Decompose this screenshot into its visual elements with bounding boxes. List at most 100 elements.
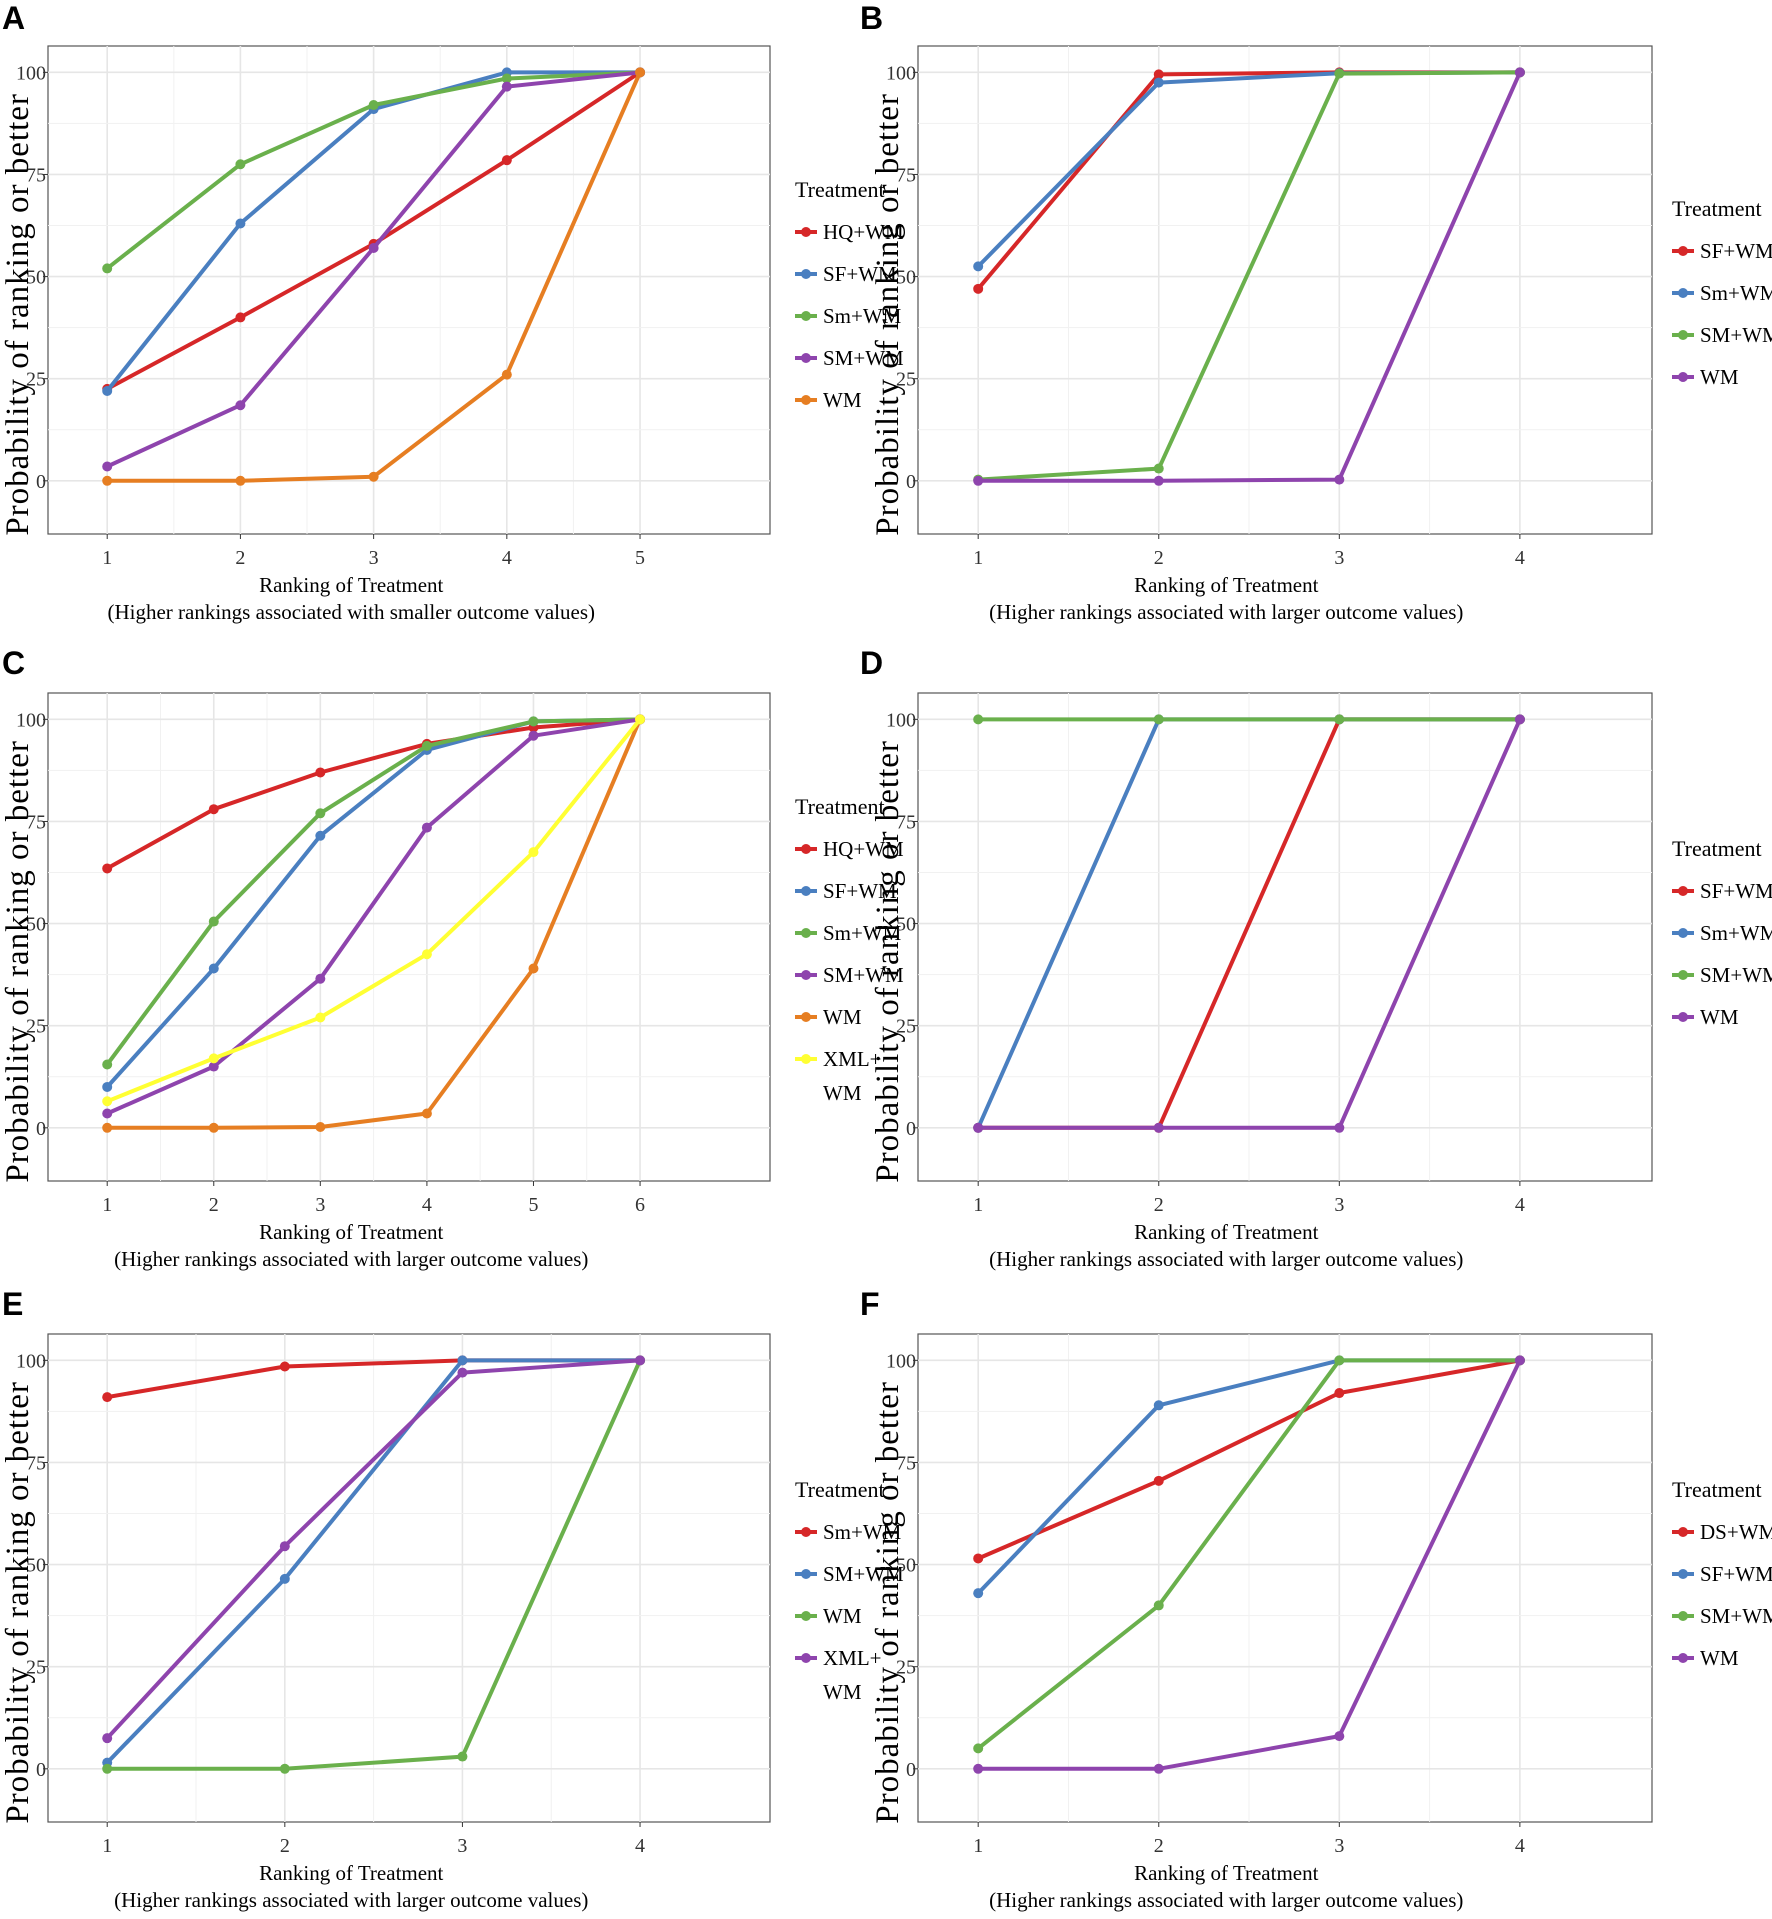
x-tick-label: 3	[1334, 547, 1344, 569]
x-tick-label: 1	[102, 547, 112, 569]
data-point	[235, 218, 246, 229]
data-point	[102, 461, 113, 472]
data-point	[973, 261, 984, 272]
x-tick-label: 3	[1334, 1194, 1344, 1216]
legend-label: Sm+WM	[823, 921, 902, 945]
series-xml-wm	[102, 1355, 646, 1744]
y-tick-label: 75	[896, 164, 916, 186]
data-point	[102, 1763, 113, 1774]
panel-c: C 0 25 50 75 100 1 2 3 4 5 6 Ranking of Treatment (Hi…	[0, 645, 904, 1271]
x-tick-label: 3	[315, 1194, 325, 1216]
data-point	[1334, 1355, 1345, 1366]
panel-letter: C	[2, 645, 25, 681]
legend-key-point	[801, 970, 811, 980]
legend-title: Treatment	[1672, 196, 1762, 221]
legend-label: Sm+WM	[823, 304, 902, 328]
data-point	[457, 1367, 468, 1378]
plot-frame	[917, 692, 1653, 1182]
y-axis-title: Probability of ranking or better	[870, 1381, 906, 1824]
legend: Treatment SF+WM Sm+WM SM+WM WM	[1672, 196, 1772, 389]
legend-label: HQ+WM	[823, 837, 904, 861]
series-xml-wm	[102, 714, 646, 1107]
series-line	[105, 717, 642, 1067]
series-line	[105, 1358, 642, 1771]
y-tick-label: 50	[26, 914, 46, 936]
data-point	[457, 1751, 468, 1762]
legend-label: SM+WM	[1700, 963, 1772, 987]
legend-label: WM	[823, 1005, 862, 1029]
panel-f: F 0 25 50 75 100 1 2 3 4 Ranking of Treatment (High…	[860, 1286, 1772, 1912]
data-point	[315, 808, 326, 819]
y-tick-label: 0	[36, 471, 46, 493]
series-line	[976, 1358, 1522, 1561]
data-point	[973, 1763, 984, 1774]
x-tick-label: 5	[635, 547, 645, 569]
y-tick-label: 50	[896, 1555, 916, 1577]
series-line	[976, 70, 1522, 483]
y-tick-label: 25	[896, 1657, 916, 1679]
legend: Treatment DS+WM SF+WM SM+WM WM	[1672, 1477, 1772, 1670]
data-point	[279, 1541, 290, 1552]
legend-key-point	[1678, 970, 1688, 980]
plot-frame	[47, 45, 771, 535]
data-point	[315, 1121, 326, 1132]
legend-key-point	[801, 395, 811, 405]
legend-label: SM+WM	[823, 963, 904, 987]
y-tick-label: 50	[896, 914, 916, 936]
data-point	[235, 159, 246, 170]
data-point	[1153, 1475, 1164, 1486]
data-point	[368, 100, 379, 111]
data-point	[208, 916, 219, 927]
data-point	[208, 804, 219, 815]
legend-label: DS+WM	[1700, 1520, 1772, 1544]
x-axis-subtitle: (Higher rankings associated with larger …	[989, 600, 1463, 624]
data-point	[1153, 1600, 1164, 1611]
data-point	[421, 740, 432, 751]
data-point	[1153, 463, 1164, 474]
x-axis-subtitle: (Higher rankings associated with larger …	[114, 1247, 588, 1271]
x-tick-label: 3	[457, 1835, 467, 1857]
legend-label: SF+WM	[823, 879, 897, 903]
legend-label: Sm+WM	[823, 1520, 902, 1544]
y-axis-title: Probability of ranking or better	[0, 1381, 36, 1824]
data-point	[973, 1743, 984, 1754]
x-axis-title: Ranking of Treatment	[259, 1861, 443, 1885]
data-point	[279, 1573, 290, 1584]
data-point	[421, 1108, 432, 1119]
data-point	[235, 312, 246, 323]
y-tick-label: 25	[896, 369, 916, 391]
plot-frame	[917, 1333, 1653, 1823]
legend-key-point	[801, 311, 811, 321]
y-tick-label: 100	[16, 1350, 46, 1372]
legend: Treatment Sm+WM SM+WM WM XML+ WM	[795, 1477, 904, 1704]
y-tick-label: 0	[906, 1759, 916, 1781]
x-tick-label: 4	[1515, 547, 1525, 569]
data-point	[208, 963, 219, 974]
plot-frame	[917, 45, 1653, 535]
x-axis-title: Ranking of Treatment	[259, 573, 443, 597]
x-tick-label: 2	[1154, 547, 1164, 569]
series-line	[105, 1358, 642, 1765]
x-tick-label: 1	[102, 1194, 112, 1216]
series-line	[105, 717, 642, 1130]
data-point	[102, 1392, 113, 1403]
legend-key-point	[1678, 1611, 1688, 1621]
data-point	[102, 863, 113, 874]
data-point	[421, 949, 432, 960]
legend-title: Treatment	[1672, 836, 1762, 861]
legend-label: SM+WM	[1700, 323, 1772, 347]
x-axis-subtitle: (Higher rankings associated with larger …	[989, 1888, 1463, 1912]
y-tick-label: 75	[896, 811, 916, 833]
data-point	[315, 1012, 326, 1023]
y-tick-label: 100	[16, 62, 46, 84]
data-point	[528, 963, 539, 974]
data-point	[501, 73, 512, 84]
legend-key-point	[801, 1653, 811, 1663]
series-line	[105, 1358, 642, 1741]
y-axis-title: Probability of ranking or better	[0, 93, 36, 536]
data-point	[1153, 77, 1164, 88]
panel-letter: A	[2, 0, 25, 36]
legend-key-point	[1678, 330, 1688, 340]
legend-key-point	[801, 928, 811, 938]
